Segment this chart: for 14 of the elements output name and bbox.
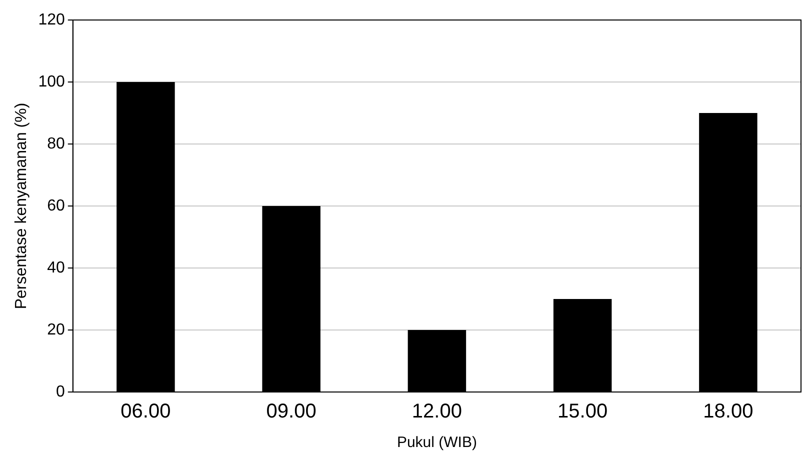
y-tick-label: 100 [38,73,65,90]
y-tick-label: 20 [47,321,65,338]
y-axis-title: Persentase kenyamanan (%) [13,102,30,310]
x-axis-title: Pukul (WIB) [396,434,477,452]
y-tick-label: 80 [47,135,65,152]
x-tick-label: 09.00 [266,400,316,423]
x-tick-label: 12.00 [412,400,462,423]
y-tick-label: 120 [38,11,65,28]
x-tick-label: 18.00 [703,400,754,423]
x-tick-label: 15.00 [558,400,608,423]
x-tick-label: 06.00 [120,400,171,423]
y-tick-label: 40 [47,259,65,276]
y-tick-label: 60 [47,197,65,214]
y-tick-label: 0 [56,383,65,400]
